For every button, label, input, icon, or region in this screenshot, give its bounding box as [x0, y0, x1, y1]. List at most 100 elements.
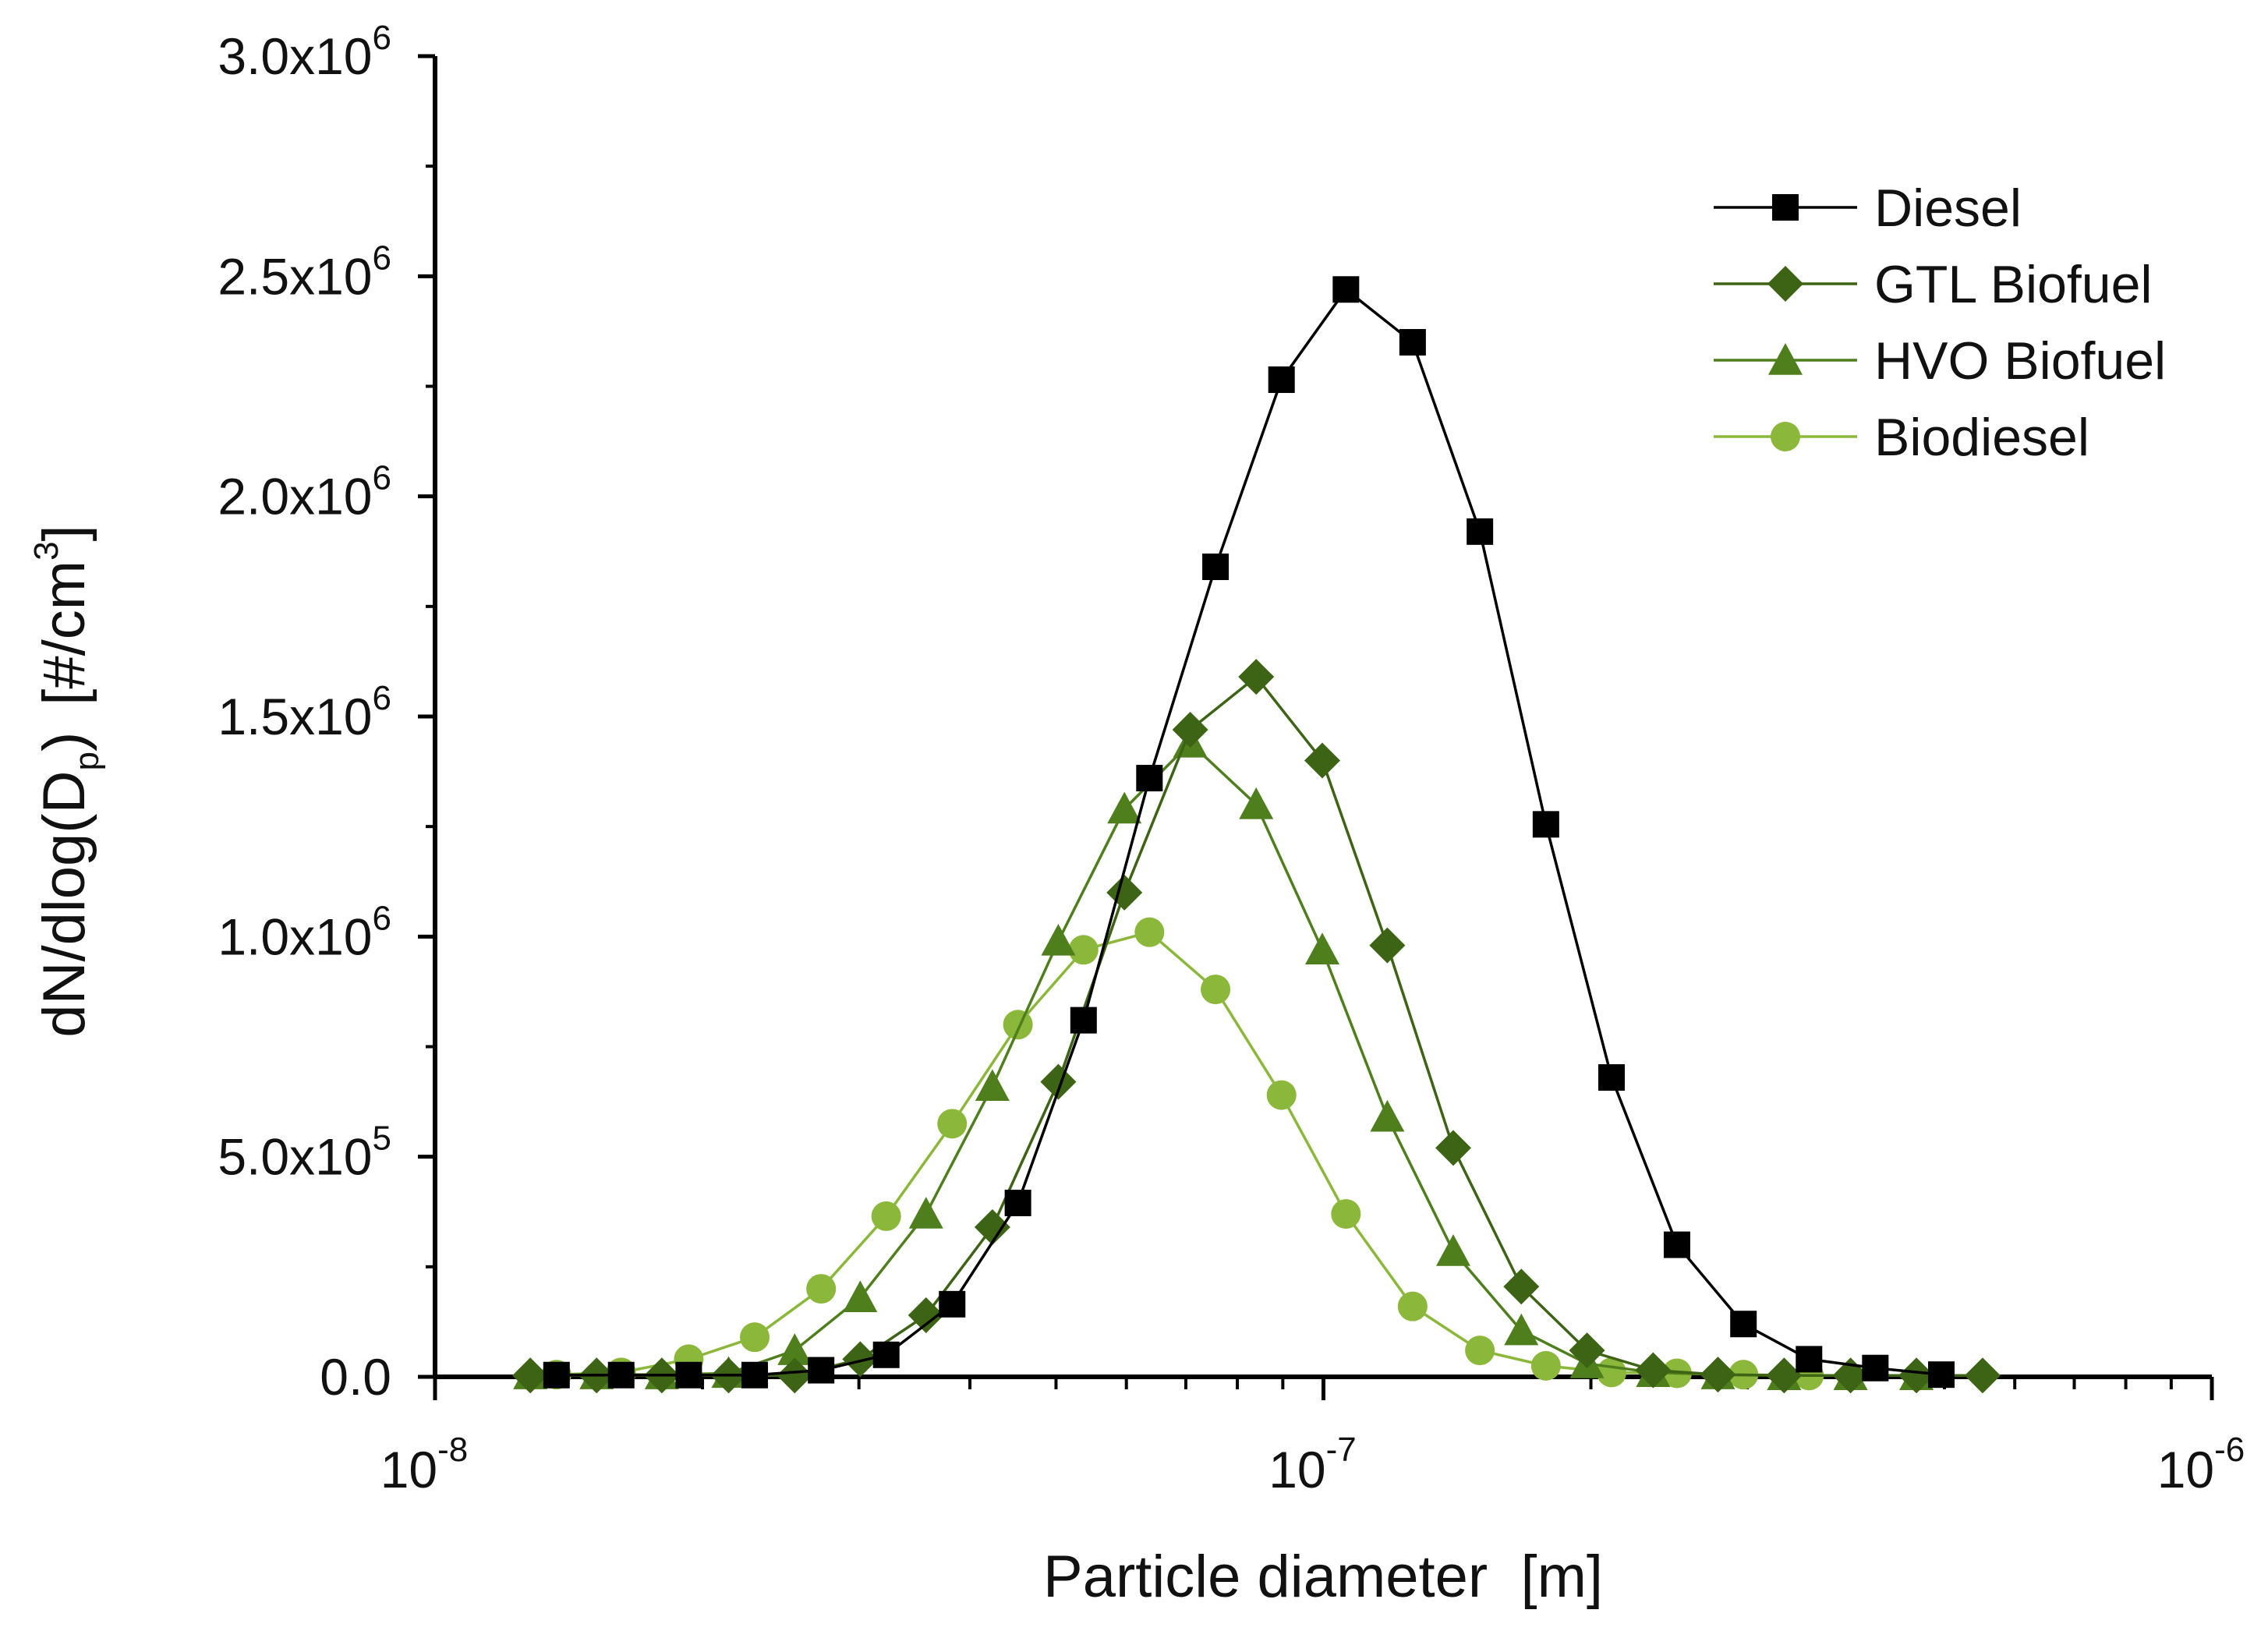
y-tick-exponent: 6	[373, 239, 391, 277]
x-axis-title: Particle diameter [m]	[1043, 1544, 1603, 1610]
x-tick-exponent: -6	[2214, 1431, 2245, 1469]
legend-label: Biodiesel	[1874, 408, 2089, 467]
data-point	[1331, 1199, 1361, 1229]
y-tick-exponent: 6	[373, 459, 391, 497]
data-point	[974, 1209, 1010, 1246]
series-gtl-biofuel	[512, 659, 2001, 1394]
y-tick-label: 1.5x106	[218, 679, 391, 745]
series-diesel	[543, 276, 1955, 1389]
data-point	[1663, 1231, 1690, 1258]
y-axis-title: dN/dlog(Dp) [#/cm3]	[27, 525, 106, 1037]
x-tick-base: 10	[1268, 1441, 1325, 1498]
data-point	[1766, 1357, 1803, 1394]
x-ticks: 10-8 10-7 10-6	[380, 1377, 2245, 1498]
legend-label: GTL Biofuel	[1874, 255, 2153, 314]
data-point	[1266, 1080, 1297, 1110]
y-axis-title-unit-exponent: 3	[27, 541, 65, 560]
data-point	[1369, 927, 1406, 964]
data-point	[937, 1109, 968, 1139]
data-point	[1862, 1354, 1889, 1382]
data-point	[1004, 1189, 1031, 1216]
legend-marker	[1772, 194, 1799, 221]
data-point	[741, 1361, 769, 1389]
data-point	[1201, 975, 1231, 1005]
y-tick-mantissa: 5.0x10	[218, 1128, 372, 1186]
data-point	[1370, 1099, 1405, 1132]
x-tick-label: 10-8	[380, 1431, 469, 1498]
x-tick-base: 10	[380, 1441, 437, 1498]
data-point	[871, 1201, 901, 1231]
data-point	[777, 1333, 812, 1365]
legend-item: GTL Biofuel	[1714, 255, 2153, 314]
y-tick-label: 3.0x106	[218, 19, 391, 85]
data-point	[1700, 1357, 1736, 1393]
legend-item: Biodiesel	[1714, 408, 2089, 467]
data-point	[842, 1341, 879, 1378]
x-tick-label: 10-7	[1268, 1431, 1357, 1498]
data-point	[1569, 1332, 1605, 1369]
data-point	[1136, 765, 1163, 792]
y-axis-title-close: )	[31, 732, 97, 752]
y-tick-exponent: 5	[373, 1120, 391, 1158]
data-point	[843, 1280, 878, 1313]
legend-marker	[1771, 422, 1800, 451]
x-tick-label: 10-6	[2157, 1431, 2245, 1498]
data-point	[1106, 874, 1143, 911]
data-point	[1304, 742, 1341, 779]
legend-item: HVO Biofuel	[1714, 331, 2166, 391]
y-tick-mantissa: 1.0x10	[218, 907, 372, 965]
data-point	[1202, 554, 1230, 581]
x-tick-exponent: -8	[437, 1431, 468, 1469]
data-point	[1504, 1313, 1539, 1346]
data-point	[1239, 787, 1274, 819]
data-point	[939, 1290, 966, 1318]
y-tick-mantissa: 0.0	[320, 1348, 391, 1406]
y-tick-exponent: 6	[373, 679, 391, 717]
data-point	[777, 1357, 813, 1394]
data-point	[1040, 1063, 1077, 1100]
data-point	[1070, 1007, 1097, 1034]
y-axis-title-main: dN/dlog(D	[31, 771, 97, 1038]
data-point	[675, 1361, 702, 1389]
y-tick-label: 1.0x106	[218, 899, 391, 965]
y-ticks: 0.05.0x1051.0x1061.5x1062.0x1062.5x1063.…	[218, 19, 435, 1406]
data-point	[543, 1361, 570, 1389]
legend-marker	[1768, 343, 1803, 375]
data-point	[1532, 811, 1559, 838]
x-tick-exponent: -7	[1326, 1431, 1357, 1469]
data-point	[1107, 791, 1142, 824]
data-point	[1172, 711, 1208, 748]
data-point	[1730, 1311, 1757, 1338]
data-point	[1041, 923, 1076, 956]
y-tick-mantissa: 2.0x10	[218, 468, 372, 525]
y-tick-exponent: 6	[373, 899, 391, 937]
data-point	[1399, 329, 1426, 356]
y-tick-label: 5.0x105	[218, 1120, 391, 1186]
data-point	[808, 1357, 835, 1384]
y-tick-label: 2.0x106	[218, 459, 391, 525]
data-point	[1305, 932, 1340, 964]
data-point	[1465, 1336, 1495, 1366]
legend-item: Diesel	[1714, 179, 2022, 238]
series-biodiesel	[541, 917, 1824, 1391]
data-point	[1068, 935, 1099, 965]
data-point	[872, 1341, 900, 1368]
legend: Diesel GTL Biofuel HVO Biofuel Biodiesel	[1714, 179, 2166, 467]
y-axis-title-unit: [#/cm	[31, 561, 97, 706]
legend-label: Diesel	[1874, 179, 2022, 238]
data-point	[1332, 276, 1360, 303]
legend-marker	[1767, 266, 1803, 302]
data-point	[1003, 1010, 1033, 1040]
y-tick-mantissa: 3.0x10	[218, 27, 372, 85]
data-point	[1503, 1268, 1540, 1305]
data-point	[908, 1297, 944, 1333]
data-point	[740, 1322, 770, 1353]
y-tick-exponent: 6	[373, 19, 391, 57]
data-point	[1964, 1357, 2001, 1394]
series-line	[530, 674, 1983, 1378]
y-tick-label: 0.0	[320, 1348, 391, 1406]
data-point	[1598, 1064, 1626, 1091]
data-point	[1435, 1130, 1472, 1166]
x-tick-base: 10	[2157, 1441, 2214, 1498]
